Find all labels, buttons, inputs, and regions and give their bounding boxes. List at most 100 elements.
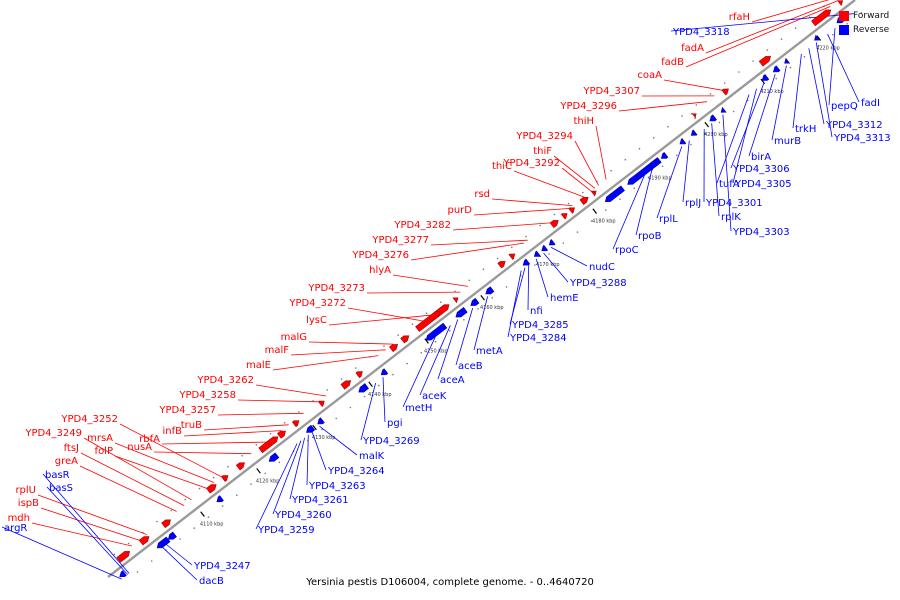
forward-leader-line: [153, 451, 252, 455]
track-dot: [661, 165, 664, 168]
forward-gene-label: truB: [181, 420, 202, 431]
legend-item-forward: Forward: [839, 9, 889, 23]
forward-gene-label: mdh: [8, 513, 30, 524]
reverse-leader-line: [319, 425, 358, 456]
axis-tick-label: 4110 kbp: [200, 522, 224, 528]
track-dot: [255, 444, 258, 446]
forward-gene-label: thiF: [533, 146, 552, 157]
forward-gene-label: YPD4_3282: [393, 220, 451, 231]
reverse-leader-line: [455, 307, 474, 366]
track-dot: [241, 454, 243, 457]
forward-gene-label: greA: [55, 456, 78, 467]
reverse-gene-label: YPD4_3260: [274, 510, 332, 521]
track-dot: [723, 82, 726, 84]
track-dot: [406, 362, 408, 365]
track-dot: [590, 220, 593, 222]
genome-axis: [103, 0, 860, 581]
forward-gene-label: fadA: [681, 43, 704, 54]
track-dot: [463, 319, 465, 321]
legend-label-forward: Forward: [853, 11, 890, 21]
forward-leader-line: [663, 79, 722, 91]
axis-tick: [256, 468, 261, 474]
track-dot: [136, 571, 139, 573]
reverse-gene-label: YPD4_3301: [705, 198, 763, 209]
track-dot: [326, 389, 329, 391]
forward-gene-arrow: [452, 297, 459, 304]
forward-gene-label: malE: [246, 360, 271, 371]
reverse-gene-label: basR: [45, 470, 70, 481]
reverse-leader-line: [722, 114, 732, 232]
track-dot: [156, 520, 158, 523]
forward-gene-label: malG: [281, 332, 307, 343]
reverse-gene-label: trkH: [795, 124, 816, 135]
reverse-leader-line: [419, 325, 451, 396]
tick-dots: [113, 5, 863, 573]
forward-gene-arrow: [161, 519, 171, 529]
reverse-gene-arrow: [679, 138, 687, 145]
reverse-leader-line: [711, 123, 720, 217]
gene-labels: rfaHfadAfadBcoaAYPD4_3307YPD4_3296thiHYP…: [4, 12, 891, 587]
track-dot: [505, 286, 508, 288]
track-dot: [378, 384, 380, 387]
forward-leader-line: [237, 399, 319, 403]
track-dot: [539, 224, 541, 227]
forward-gene-label: folP: [95, 446, 113, 457]
axis-ticks: 4110 kbp 4120 kbp 4130 kbp 4140 kbp 4150 kbp…: [200, 35, 840, 528]
reverse-leader-line: [827, 33, 860, 103]
forward-gene-label: thiC: [492, 161, 512, 172]
axis-tick-label: 4210 kbp: [760, 89, 784, 95]
track-dot: [766, 49, 769, 51]
reverse-leader-line: [42, 473, 130, 574]
reverse-gene-arrow: [485, 286, 495, 295]
forward-leader-line: [561, 167, 592, 192]
reverse-gene-arrow: [167, 531, 177, 540]
track-dot: [392, 373, 394, 376]
track-dot: [127, 542, 130, 545]
forward-leader-line: [347, 307, 424, 322]
reverse-leader-line: [808, 48, 825, 125]
reverse-gene-arrow: [761, 74, 770, 81]
legend-item-reverse: Reverse: [839, 23, 889, 37]
map-caption: Yersinia pestis D106004, complete genome…: [306, 577, 594, 588]
reverse-gene-label: metH: [405, 403, 432, 414]
forward-leader-line: [513, 170, 584, 198]
track-dot: [511, 246, 513, 249]
reverse-gene-label: malK: [359, 451, 385, 462]
track-dot: [434, 340, 437, 343]
forward-leader-line: [410, 242, 524, 261]
track-dot: [170, 509, 172, 512]
reverse-gene-label: rpoB: [638, 231, 662, 242]
reverse-leader-line: [612, 175, 645, 250]
forward-gene-label: rbfA: [139, 434, 160, 445]
reverse-gene-label: metA: [476, 346, 503, 357]
track-dot: [718, 121, 721, 124]
reverse-gene-label: YPD4_3313: [833, 133, 891, 144]
track-dot: [264, 472, 267, 475]
axis-tick: [368, 381, 373, 388]
forward-gene-arrow: [220, 475, 229, 482]
reverse-leader-line: [635, 169, 653, 236]
track-dot: [690, 143, 692, 146]
reverse-gene-label: aceK: [422, 391, 447, 402]
reverse-gene-label: birA: [751, 152, 771, 163]
forward-gene-arrow: [235, 462, 245, 471]
reverse-gene-arrow: [604, 185, 625, 203]
track-dot: [383, 345, 385, 347]
reverse-leader-line: [272, 440, 302, 515]
reverse-gene-label: fadI: [861, 98, 880, 109]
forward-gene-arrow: [497, 261, 506, 269]
track-dot: [491, 297, 494, 299]
reverse-gene-label: hemE: [550, 293, 579, 304]
track-dot: [567, 202, 570, 205]
axis-tick-label: 4140 kbp: [368, 392, 392, 398]
track-dot: [647, 176, 650, 179]
reverse-gene-arrow: [649, 159, 659, 168]
forward-gene-label: YPD4_3292: [502, 158, 560, 169]
reverse-leader-line: [306, 434, 309, 486]
track-dot: [184, 498, 187, 501]
reverse-gene-arrow: [470, 297, 480, 306]
axis-tick: [200, 511, 205, 517]
track-dot: [704, 132, 706, 135]
reverse-leader-line: [1, 526, 122, 580]
forward-gene-label: YPD4_3273: [307, 283, 365, 294]
